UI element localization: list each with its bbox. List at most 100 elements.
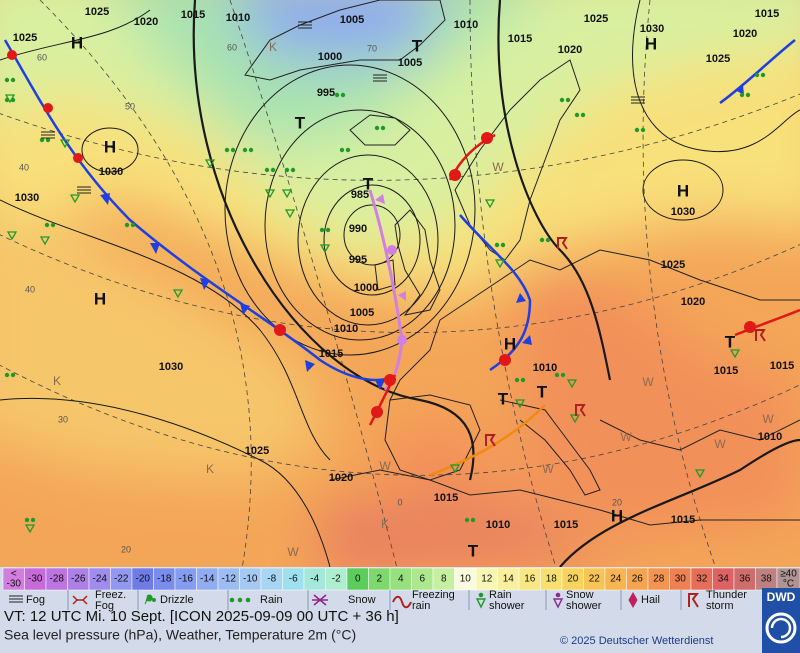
rain-symbol (500, 242, 506, 248)
pressure-label: 1010 (533, 362, 557, 374)
shower-symbol (24, 524, 36, 534)
pressure-center: H (611, 506, 623, 525)
pressure-label: 1025 (85, 6, 109, 18)
pressure-label: 1005 (340, 14, 364, 26)
pressure-label: 1020 (681, 296, 705, 308)
weather-letter: W (379, 459, 391, 473)
rain-symbol (494, 242, 500, 248)
pressure-center: H (677, 181, 689, 200)
pressure-label: 1015 (554, 519, 578, 531)
pressure-label: 1010 (758, 431, 782, 443)
scale-label: 18 (546, 574, 558, 585)
pressure-label: 1025 (13, 32, 37, 44)
scale-label: -16 (179, 574, 194, 585)
rain-symbol (284, 167, 290, 173)
rain-symbol (754, 72, 760, 78)
shower-symbol (566, 379, 578, 389)
shower-symbol (204, 159, 216, 169)
pressure-label: 1030 (15, 192, 39, 204)
scale-label: -8 (267, 574, 276, 585)
rain-symbol (580, 112, 586, 118)
copyright: © 2025 Deutscher Wetterdienst (560, 635, 713, 647)
legend-label: shower (489, 600, 525, 612)
weather-letter: W (642, 375, 654, 389)
isotherm-label: 40 (25, 284, 35, 294)
legend-label: Fog (26, 594, 45, 606)
rain-symbol (334, 92, 340, 98)
map-description: Sea level pressure (hPa), Weather, Tempe… (4, 627, 356, 643)
pressure-label: 995 (317, 87, 335, 99)
pressure-label: 1000 (318, 51, 342, 63)
legend-icon (555, 592, 561, 598)
scale-label: -28 (50, 574, 65, 585)
legend-label: shower (566, 600, 602, 612)
pressure-label: 1025 (661, 259, 685, 271)
scale-label: -12 (222, 574, 237, 585)
shower-symbol (514, 399, 526, 409)
legend-label: Thunder (706, 589, 747, 601)
pressure-label: 990 (349, 223, 367, 235)
rain-symbol (224, 147, 230, 153)
pressure-center: H (504, 334, 516, 353)
scale-label: -30 (7, 579, 22, 590)
fronts (3, 39, 800, 477)
thunder-symbol (557, 237, 568, 250)
scale-label: 14 (503, 574, 515, 585)
rain-symbol (39, 137, 45, 143)
pressure-center: T (363, 174, 374, 193)
pressure-label: 1010 (226, 12, 250, 24)
pressure-label: 1015 (434, 492, 458, 504)
isotherm-label: 60 (37, 52, 47, 62)
rain-symbol (248, 147, 254, 153)
scale-label: 24 (610, 574, 622, 585)
scale-label: 32 (696, 574, 708, 585)
rain-symbol (319, 227, 325, 233)
pressure-label: 1025 (584, 13, 608, 25)
rain-symbol (559, 97, 565, 103)
weather-letter: W (492, 160, 504, 174)
pressure-label: 1025 (245, 445, 269, 457)
rain-symbol (44, 222, 50, 228)
rain-symbol (290, 167, 296, 173)
legend-icon (237, 597, 243, 603)
scale-label: 8 (441, 574, 447, 585)
graticule (0, 0, 800, 567)
legend-icon (392, 595, 412, 609)
shower-symbol (494, 259, 506, 269)
scale-label: -10 (243, 574, 258, 585)
weather-letter: K (269, 40, 277, 54)
rain-symbol (560, 372, 566, 378)
legend-label: Drizzle (160, 594, 194, 606)
legend-icon (478, 592, 484, 598)
rain-symbol (374, 125, 380, 131)
rain-symbol (640, 127, 646, 133)
map: 1025 1020 1015 1010 1005 1010 1015 1025 1020 1030… (0, 0, 800, 567)
pressure-label: 1030 (99, 166, 123, 178)
rain-symbol (545, 237, 551, 243)
shower-symbol (319, 244, 331, 254)
rain-symbol (30, 517, 36, 523)
legend-icon (229, 597, 235, 603)
rain-symbol (264, 167, 270, 173)
isotherm-label: 30 (58, 414, 68, 424)
legend-label: Fog (95, 600, 114, 612)
pressure-label: 1030 (671, 206, 695, 218)
legend-icon (628, 591, 638, 609)
legend-label: storm (706, 600, 734, 612)
temperature-scale: <-30 -30 -28 -26 -24 -22 -20 -18 -16 -14 -12 -10 -8-… (2, 567, 800, 591)
scale-label: -20 (136, 574, 151, 585)
shower-symbol (281, 189, 293, 199)
scale-label: ≥40 (780, 569, 797, 580)
rain-symbol (10, 77, 16, 83)
rain-symbol (380, 125, 386, 131)
pressure-label: 1015 (319, 348, 343, 360)
isotherm-label: 20 (121, 544, 131, 554)
weather-legend: Fog Freez.Fog Drizzle Rain Snow FreezingrainR… (9, 589, 747, 612)
coastlines (244, 0, 800, 526)
legend-label: Freez. (95, 589, 126, 601)
rain-symbol (464, 517, 470, 523)
legend-icon (312, 594, 328, 606)
legend-icon (688, 593, 700, 608)
rain-symbol (10, 372, 16, 378)
scale-label: 26 (632, 574, 644, 585)
